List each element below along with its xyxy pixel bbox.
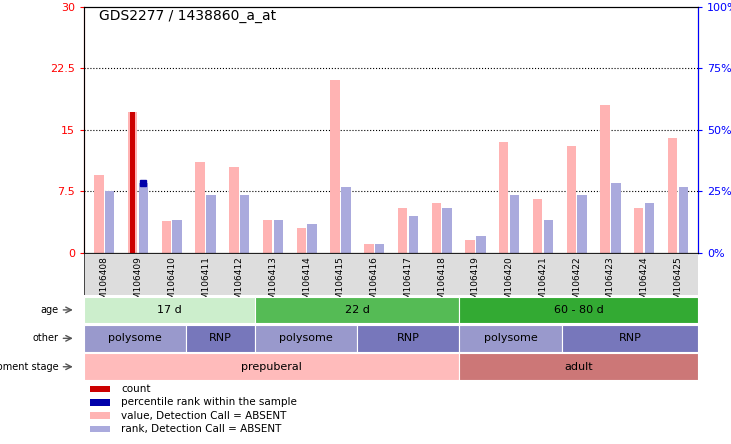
- Bar: [90, 399, 110, 405]
- Bar: [162, 222, 171, 253]
- FancyBboxPatch shape: [84, 353, 459, 380]
- Bar: [130, 111, 135, 253]
- Bar: [533, 199, 542, 253]
- FancyBboxPatch shape: [84, 325, 186, 352]
- Text: GSM106408: GSM106408: [100, 256, 109, 311]
- Text: other: other: [33, 333, 58, 343]
- Text: GSM106410: GSM106410: [167, 256, 176, 311]
- Bar: [105, 191, 115, 253]
- Bar: [94, 175, 104, 253]
- Text: RNP: RNP: [397, 333, 420, 343]
- Bar: [442, 207, 452, 253]
- Text: GSM106409: GSM106409: [134, 256, 143, 311]
- Text: GSM106420: GSM106420: [504, 256, 514, 311]
- Bar: [600, 105, 610, 253]
- Text: GSM106416: GSM106416: [370, 256, 379, 311]
- Text: 22 d: 22 d: [344, 305, 369, 315]
- Bar: [678, 187, 688, 253]
- Bar: [297, 228, 306, 253]
- Text: 60 - 80 d: 60 - 80 d: [554, 305, 604, 315]
- Text: GSM106417: GSM106417: [404, 256, 412, 311]
- Bar: [330, 80, 340, 253]
- Bar: [206, 195, 216, 253]
- Text: RNP: RNP: [618, 333, 641, 343]
- Bar: [577, 195, 587, 253]
- Bar: [364, 245, 374, 253]
- Text: GSM106415: GSM106415: [336, 256, 345, 311]
- Text: GSM106423: GSM106423: [606, 256, 615, 311]
- FancyBboxPatch shape: [459, 297, 698, 323]
- Text: GSM106413: GSM106413: [268, 256, 278, 311]
- Bar: [273, 220, 283, 253]
- Text: adult: adult: [564, 362, 593, 372]
- Bar: [667, 138, 677, 253]
- Text: development stage: development stage: [0, 362, 58, 372]
- Bar: [634, 207, 643, 253]
- Bar: [476, 236, 485, 253]
- FancyBboxPatch shape: [254, 325, 357, 352]
- Bar: [263, 220, 273, 253]
- Text: GSM106411: GSM106411: [201, 256, 210, 311]
- Text: GSM106414: GSM106414: [302, 256, 311, 311]
- FancyBboxPatch shape: [186, 325, 254, 352]
- Text: GSM106421: GSM106421: [539, 256, 548, 311]
- Bar: [90, 412, 110, 419]
- Text: GSM106422: GSM106422: [572, 256, 581, 311]
- Bar: [341, 187, 351, 253]
- Text: RNP: RNP: [209, 333, 232, 343]
- Text: polysome: polysome: [108, 333, 162, 343]
- Bar: [398, 207, 407, 253]
- Bar: [90, 386, 110, 392]
- Bar: [466, 240, 474, 253]
- FancyBboxPatch shape: [561, 325, 698, 352]
- Text: prepuberal: prepuberal: [241, 362, 302, 372]
- Bar: [499, 142, 509, 253]
- FancyBboxPatch shape: [459, 353, 698, 380]
- Bar: [375, 245, 385, 253]
- Text: polysome: polysome: [279, 333, 333, 343]
- Text: percentile rank within the sample: percentile rank within the sample: [121, 397, 297, 407]
- Bar: [84, 253, 698, 295]
- Text: GSM106412: GSM106412: [235, 256, 243, 311]
- Text: count: count: [121, 384, 151, 394]
- Bar: [139, 183, 148, 253]
- Text: rank, Detection Call = ABSENT: rank, Detection Call = ABSENT: [121, 424, 281, 434]
- Bar: [611, 183, 621, 253]
- FancyBboxPatch shape: [459, 325, 561, 352]
- Bar: [128, 111, 137, 253]
- FancyBboxPatch shape: [357, 325, 459, 352]
- Text: GSM106418: GSM106418: [437, 256, 446, 311]
- Text: age: age: [41, 305, 58, 315]
- Text: value, Detection Call = ABSENT: value, Detection Call = ABSENT: [121, 411, 287, 420]
- Bar: [173, 220, 182, 253]
- Bar: [90, 426, 110, 432]
- Bar: [308, 224, 317, 253]
- Text: GSM106424: GSM106424: [640, 256, 648, 311]
- FancyBboxPatch shape: [84, 297, 254, 323]
- Text: GDS2277 / 1438860_a_at: GDS2277 / 1438860_a_at: [99, 9, 276, 23]
- Bar: [195, 163, 205, 253]
- Text: polysome: polysome: [484, 333, 537, 343]
- Bar: [229, 166, 238, 253]
- FancyBboxPatch shape: [254, 297, 459, 323]
- Bar: [431, 203, 441, 253]
- Bar: [240, 195, 249, 253]
- Text: GSM106419: GSM106419: [471, 256, 480, 311]
- Bar: [544, 220, 553, 253]
- Bar: [409, 216, 418, 253]
- Text: 17 d: 17 d: [157, 305, 182, 315]
- Bar: [510, 195, 519, 253]
- Bar: [567, 146, 576, 253]
- Text: GSM106425: GSM106425: [673, 256, 682, 311]
- Bar: [645, 203, 654, 253]
